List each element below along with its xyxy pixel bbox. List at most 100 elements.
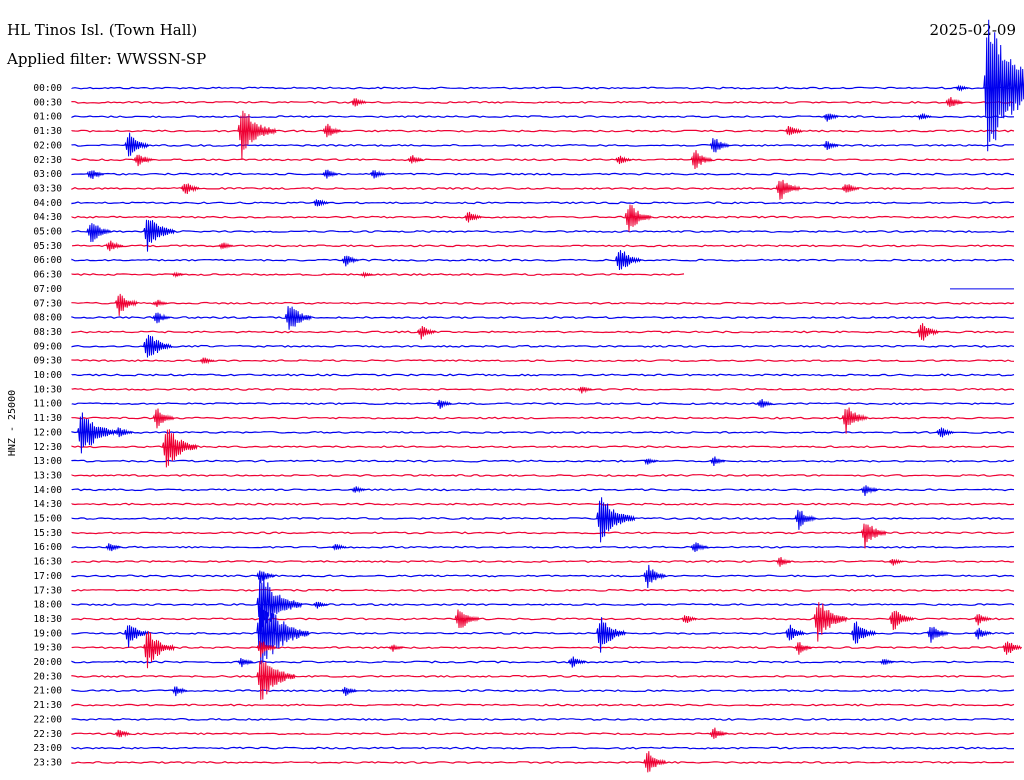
event-1830-70 xyxy=(973,613,992,626)
event-0230-13 xyxy=(407,155,424,164)
row-label-1930: 19:30 xyxy=(33,643,62,654)
event-1230-49 xyxy=(161,429,198,468)
event-2000-83 xyxy=(237,658,254,668)
event-0330-21 xyxy=(841,184,860,193)
event-0400-22 xyxy=(312,199,329,207)
event-0000-1 xyxy=(983,19,1024,152)
trace-1130 xyxy=(71,416,1015,420)
row-label-1530: 15:30 xyxy=(33,528,62,539)
trace-0630 xyxy=(71,273,685,276)
event-0230-14 xyxy=(615,155,631,165)
event-1200-46 xyxy=(76,412,116,454)
trace-1700 xyxy=(71,574,1015,578)
event-1930-79 xyxy=(256,641,277,658)
row-label-0900: 09:00 xyxy=(33,341,62,352)
trace-1900 xyxy=(71,631,1015,635)
event-2000-85 xyxy=(879,658,895,665)
trace-0200 xyxy=(71,143,1014,147)
row-label-1330: 13:30 xyxy=(33,470,62,481)
event-0930-40 xyxy=(199,357,215,365)
event-0130-8 xyxy=(784,125,803,136)
row-label-2200: 22:00 xyxy=(33,714,62,725)
row-label-0700: 07:00 xyxy=(33,284,62,295)
trace-1100 xyxy=(71,402,1015,406)
event-0830-38 xyxy=(917,323,940,341)
trace-0730 xyxy=(71,301,1015,305)
trace-0300 xyxy=(71,172,1015,176)
row-label-0630: 06:30 xyxy=(33,270,62,281)
event-0200-9 xyxy=(124,132,150,157)
row-label-1430: 14:30 xyxy=(33,499,62,510)
event-1100-43 xyxy=(756,398,773,408)
event-0900-39 xyxy=(143,334,172,358)
trace-0100 xyxy=(71,115,1015,119)
event-0430-23 xyxy=(464,211,482,223)
trace-1930 xyxy=(71,646,1015,650)
event-1400-53 xyxy=(860,485,879,497)
row-label-0330: 03:30 xyxy=(33,183,62,194)
filter-label: Applied filter: WWSSN-SP xyxy=(7,50,207,68)
row-label-0430: 04:30 xyxy=(33,212,62,223)
trace-2200 xyxy=(71,717,1015,721)
row-label-1100: 11:00 xyxy=(33,399,62,410)
event-1900-72 xyxy=(256,597,310,665)
event-0030-2 xyxy=(350,98,367,107)
event-1930-78 xyxy=(143,631,175,669)
event-1300-50 xyxy=(643,458,659,465)
row-label-1900: 19:00 xyxy=(33,628,62,639)
trace-1030 xyxy=(71,387,1015,391)
event-2030-86 xyxy=(256,660,296,700)
trace-2000 xyxy=(71,660,1015,664)
event-1600-58 xyxy=(331,543,347,551)
event-1830-69 xyxy=(888,610,914,631)
event-0130-7 xyxy=(322,123,342,138)
event-1300-51 xyxy=(709,456,726,466)
event-0030-3 xyxy=(945,96,964,107)
event-1830-67 xyxy=(681,615,698,623)
event-0230-15 xyxy=(690,150,713,170)
event-1930-81 xyxy=(794,642,813,655)
event-2330-91 xyxy=(643,751,667,773)
event-1900-73 xyxy=(596,617,627,653)
row-label-0000: 00:00 xyxy=(33,83,62,94)
event-1600-59 xyxy=(690,542,709,553)
event-1900-71 xyxy=(124,625,150,648)
event-1930-82 xyxy=(1002,641,1023,655)
trace-0130 xyxy=(71,129,1015,133)
event-1130-45 xyxy=(841,407,868,434)
row-label-0830: 08:30 xyxy=(33,327,62,338)
event-0300-16 xyxy=(86,170,105,179)
trace-0230 xyxy=(71,158,1014,162)
row-label-0200: 02:00 xyxy=(33,140,62,151)
trace-2300 xyxy=(71,746,1015,750)
trace-0030 xyxy=(71,100,1015,104)
event-0530-28 xyxy=(218,242,234,250)
trace-1630 xyxy=(71,560,1015,564)
trace-1200 xyxy=(71,430,1015,434)
event-0530-27 xyxy=(105,240,124,252)
event-0430-24 xyxy=(624,204,652,232)
event-1900-75 xyxy=(851,621,876,644)
row-label-2230: 22:30 xyxy=(33,729,62,740)
event-0730-34 xyxy=(152,299,168,307)
row-label-1130: 11:30 xyxy=(33,413,62,424)
event-1800-64 xyxy=(256,575,303,637)
trace-1500 xyxy=(71,517,1015,520)
row-label-1630: 16:30 xyxy=(33,557,62,568)
event-0300-17 xyxy=(322,169,339,179)
seismic-events xyxy=(76,19,1024,773)
event-0330-19 xyxy=(180,183,200,194)
row-label-2100: 21:00 xyxy=(33,686,62,697)
trace-1400 xyxy=(71,488,1015,492)
row-label-1700: 17:00 xyxy=(33,571,62,582)
trace-2100 xyxy=(71,689,1015,693)
row-label-1830: 18:30 xyxy=(33,614,62,625)
trace-2330 xyxy=(71,761,1014,764)
trace-1300 xyxy=(71,459,1015,463)
trace-1000 xyxy=(71,373,1015,377)
event-1630-60 xyxy=(775,556,792,567)
event-0100-5 xyxy=(917,112,932,121)
event-0830-37 xyxy=(416,325,436,340)
event-0730-33 xyxy=(114,293,138,316)
trace-2030 xyxy=(71,674,1015,678)
